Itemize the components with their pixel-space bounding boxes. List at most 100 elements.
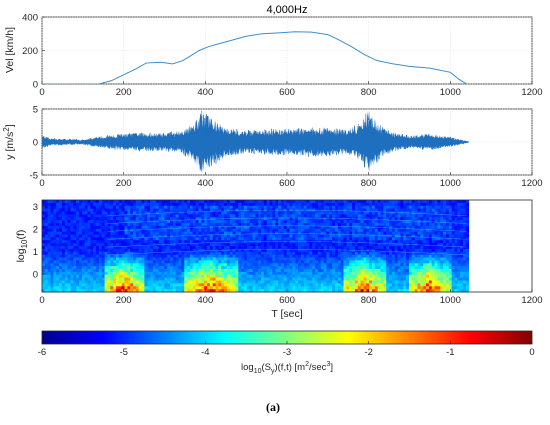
spectrogram-cell bbox=[360, 200, 364, 204]
spectrogram-cell bbox=[320, 254, 325, 258]
spectrogram-cell bbox=[403, 211, 407, 215]
spectrogram-cell bbox=[67, 246, 71, 250]
spectrogram-cell bbox=[53, 251, 57, 256]
spectrogram-cell bbox=[312, 283, 316, 287]
spectrogram-cell bbox=[189, 280, 194, 284]
spectrogram-cell bbox=[289, 202, 293, 207]
spectrogram-cell bbox=[303, 274, 307, 279]
spectrogram-cell bbox=[292, 254, 296, 258]
spectrogram-cell bbox=[172, 289, 177, 293]
spectrogram-cell bbox=[50, 283, 54, 287]
spectrogram-cell bbox=[354, 280, 359, 284]
spectrogram-cell bbox=[332, 223, 336, 227]
spectrogram-cell bbox=[434, 246, 438, 250]
spectrogram-cell bbox=[206, 220, 211, 224]
spectrogram-cell bbox=[184, 274, 188, 279]
spectrogram-cell bbox=[192, 286, 197, 290]
spectrogram-cell bbox=[172, 248, 177, 253]
spectrogram-cell bbox=[335, 274, 339, 279]
spectrogram-cell bbox=[90, 277, 94, 281]
spectrogram-cell bbox=[124, 208, 128, 212]
spectrogram-cell bbox=[292, 260, 296, 264]
spectrogram-cell bbox=[408, 260, 413, 264]
spectrogram-cell bbox=[346, 240, 350, 244]
spectrogram-cell bbox=[164, 271, 168, 276]
spectrogram-cell bbox=[275, 214, 279, 218]
spectrogram-cell bbox=[167, 246, 171, 250]
spectrogram-cell bbox=[411, 205, 416, 210]
spectrogram-cell bbox=[309, 234, 313, 238]
spectrogram-cell bbox=[113, 286, 117, 290]
spectrogram-cell bbox=[454, 274, 458, 279]
spectrogram-cell bbox=[326, 202, 330, 207]
spectrogram-cell bbox=[343, 202, 347, 207]
spectrogram-cell bbox=[184, 205, 188, 210]
spectrogram-cell bbox=[357, 211, 361, 215]
spectrogram-cell bbox=[59, 271, 63, 276]
spectrogram-cell bbox=[380, 254, 384, 258]
spectrogram-cell bbox=[340, 228, 344, 233]
spectrogram-cell bbox=[266, 223, 270, 227]
spectrogram-cell bbox=[258, 200, 262, 204]
spectrogram-cell bbox=[147, 286, 151, 290]
spectrogram-cell bbox=[298, 220, 302, 224]
spectrogram-cell bbox=[454, 254, 458, 258]
spectrogram-cell bbox=[275, 271, 279, 276]
spectrogram-cell bbox=[457, 243, 461, 247]
spectrogram-cell bbox=[465, 263, 470, 267]
spectrogram-cell bbox=[47, 280, 51, 284]
spectrogram-cell bbox=[380, 211, 384, 215]
spectrogram-cell bbox=[286, 266, 290, 270]
spectrogram-cell bbox=[113, 277, 117, 281]
spectrogram-cell bbox=[53, 223, 57, 227]
spectrogram-cell bbox=[266, 263, 270, 267]
spectrogram-cell bbox=[380, 231, 384, 235]
spectrogram-cell bbox=[440, 214, 444, 218]
spectrogram-cell bbox=[349, 228, 353, 233]
spectrogram-cell bbox=[96, 208, 100, 212]
spectrogram-cell bbox=[50, 200, 54, 204]
spectrogram-cell bbox=[243, 220, 248, 224]
spectrogram-cell bbox=[209, 231, 214, 235]
spectrogram-cell bbox=[360, 263, 364, 267]
spectrogram-cell bbox=[406, 248, 410, 253]
spectrogram-cell bbox=[286, 246, 290, 250]
spectrogram-cell bbox=[238, 202, 242, 207]
spectrogram-cell bbox=[178, 240, 182, 244]
spectrogram-cell bbox=[152, 225, 157, 230]
spectrogram-cell bbox=[155, 200, 160, 204]
spectrogram-cell bbox=[437, 231, 441, 235]
spectrogram-cell bbox=[397, 277, 401, 281]
spectrogram-cell bbox=[349, 225, 353, 230]
spectrogram-cell bbox=[61, 223, 66, 227]
spectrogram-cell bbox=[278, 237, 282, 241]
spectrogram-cell bbox=[235, 234, 239, 238]
spectrogram-cell bbox=[59, 257, 63, 261]
spectrogram-cell bbox=[93, 280, 97, 284]
spectrogram-cell bbox=[61, 202, 66, 207]
spectrogram-cell bbox=[195, 208, 199, 212]
spectrogram-cell bbox=[420, 266, 424, 270]
spectrogram-cell bbox=[144, 289, 148, 293]
spectrogram-cell bbox=[326, 280, 330, 284]
spectrogram-cell bbox=[369, 200, 373, 204]
spectrogram-cell bbox=[437, 200, 441, 204]
spectrogram-cell bbox=[53, 257, 57, 261]
spectrogram-cell bbox=[61, 263, 66, 267]
spectrogram-cell bbox=[411, 269, 416, 273]
spectrogram-cell bbox=[144, 263, 148, 267]
spectrogram-cell bbox=[87, 248, 91, 253]
spectrogram-cell bbox=[195, 257, 199, 261]
spectrogram-cell bbox=[76, 220, 80, 224]
spectrogram-cell bbox=[155, 240, 160, 244]
spectrogram-cell bbox=[315, 260, 319, 264]
spectrogram-cell bbox=[238, 257, 242, 261]
spectrogram-cell bbox=[110, 260, 114, 264]
spectrogram-cell bbox=[408, 225, 413, 230]
spectrogram-cell bbox=[187, 254, 191, 258]
spectrogram-cell bbox=[463, 217, 467, 221]
spectrogram-cell bbox=[184, 228, 188, 233]
spectrogram-cell bbox=[130, 254, 134, 258]
spectrogram-cell bbox=[374, 214, 379, 218]
spectrogram-cell bbox=[218, 240, 222, 244]
